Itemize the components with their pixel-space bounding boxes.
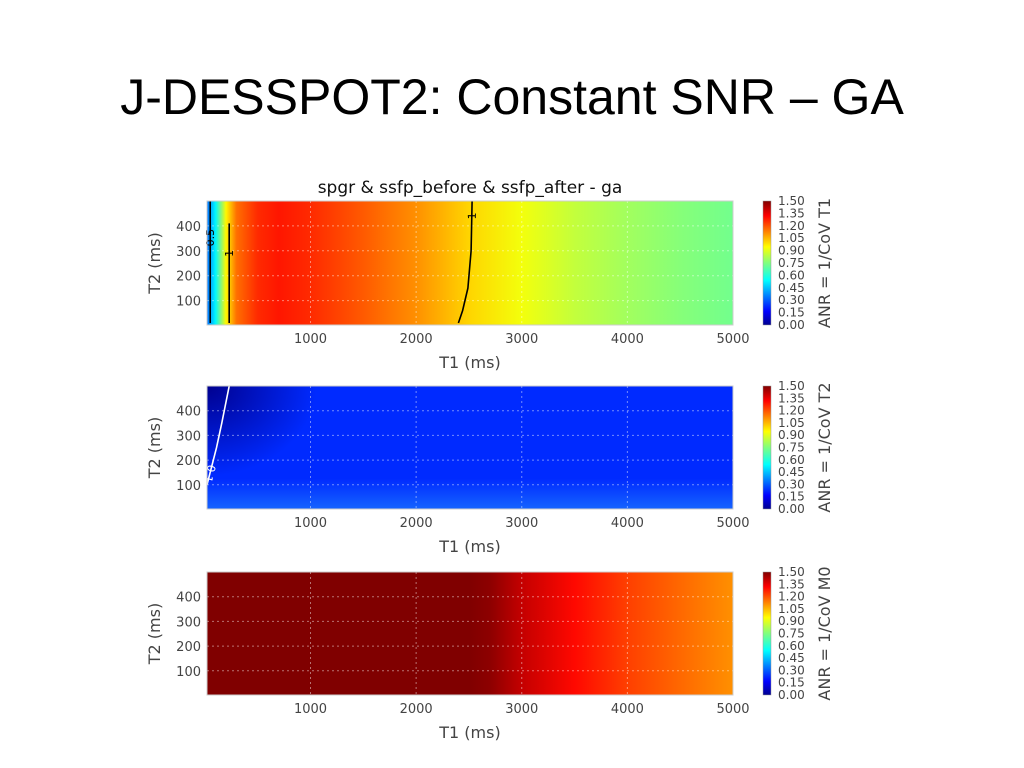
y-tick-label: 300 — [176, 429, 201, 444]
x-tick-label: 4000 — [611, 332, 644, 347]
contour-label: 0.5 — [204, 229, 217, 247]
colorbar-label: ANR = 1/CoV T1 — [815, 198, 834, 328]
y-axis-label: T2 (ms) — [145, 417, 164, 479]
colorbar — [762, 385, 772, 510]
colorbar-tick-label: 1.35 — [778, 577, 805, 591]
heatmap-chart-3: 1000 2000 3000 4000 5000 100 200 300 400 T1 (ms) T… — [145, 565, 834, 742]
y-tick-label: 300 — [176, 615, 201, 630]
x-axis-label: T1 (ms) — [438, 723, 500, 742]
colorbar-tick-label: 0.75 — [778, 256, 805, 270]
colorbar-label: ANR = 1/CoV M0 — [815, 566, 834, 700]
plot-frame — [206, 200, 734, 326]
colorbar-tick-label: 0.75 — [778, 627, 805, 641]
colorbar-label: ANR = 1/CoV T2 — [815, 382, 834, 512]
colorbar-tick-label: 0.15 — [778, 306, 805, 320]
x-tick-label: 3000 — [505, 516, 538, 531]
contour-label: 1 — [466, 212, 479, 219]
colorbar-tick-label: 0.30 — [778, 293, 805, 307]
colorbar-tick-label: 0.60 — [778, 453, 805, 467]
chart-title: spgr & ssfp_before & ssfp_after - ga — [318, 178, 623, 198]
x-tick-label: 1000 — [294, 332, 327, 347]
y-tick-label: 200 — [176, 454, 201, 469]
colorbar-tick-label: 0.15 — [778, 676, 805, 690]
x-tick-label: 4000 — [611, 702, 644, 717]
y-tick-label: 200 — [176, 270, 201, 285]
slide-title: J-DESSPOT2: Constant SNR – GA — [120, 69, 904, 125]
colorbar-tick-label: 0.60 — [778, 268, 805, 282]
contour-line — [206, 385, 230, 485]
colorbar-tick-label: 0.15 — [778, 490, 805, 504]
colorbar-tick-label: 1.35 — [778, 206, 805, 220]
heatmap-field — [207, 572, 733, 695]
x-tick-label: 2000 — [400, 516, 433, 531]
colorbar-tick-label: 0.75 — [778, 441, 805, 455]
x-axis-label: T1 (ms) — [438, 537, 500, 556]
y-tick-label: 200 — [176, 640, 201, 655]
contour-label: 1 — [223, 250, 236, 257]
plot-frame — [206, 385, 734, 510]
colorbar-tick-label: 0.90 — [778, 244, 805, 258]
colorbar-tick-label: 1.50 — [778, 379, 805, 393]
colorbar-tick-label: 0.00 — [778, 318, 805, 332]
colorbar-tick-label: 1.35 — [778, 391, 805, 405]
y-axis-label: T2 (ms) — [145, 232, 164, 294]
heatmap-chart-2: 0.1 1000 2000 3000 4000 5000 100 200 300 400 T1 (m… — [145, 379, 834, 556]
colorbar-tick-label: 1.50 — [778, 565, 805, 579]
colorbar — [762, 571, 772, 696]
y-axis-label: T2 (ms) — [145, 603, 164, 665]
x-tick-label: 5000 — [716, 702, 749, 717]
x-tick-label: 2000 — [400, 332, 433, 347]
x-tick-label: 2000 — [400, 702, 433, 717]
colorbar-tick-label: 0.45 — [778, 281, 805, 295]
colorbar-tick-label: 0.60 — [778, 639, 805, 653]
colorbar-tick-label: 0.90 — [778, 614, 805, 628]
y-tick-label: 300 — [176, 245, 201, 260]
x-tick-label: 1000 — [294, 516, 327, 531]
colorbar-tick-label: 0.90 — [778, 428, 805, 442]
y-tick-label: 100 — [176, 665, 201, 680]
colorbar-tick-label: 1.20 — [778, 404, 805, 418]
colorbar-tick-label: 1.05 — [778, 602, 805, 616]
heatmap-low-t2-band — [207, 386, 733, 509]
contour-label: 0.1 — [201, 463, 218, 483]
x-axis-label: T1 (ms) — [438, 353, 500, 372]
colorbar-tick-label: 0.45 — [778, 465, 805, 479]
colorbar-tick-label: 0.30 — [778, 477, 805, 491]
x-tick-label: 4000 — [611, 516, 644, 531]
y-tick-label: 400 — [176, 591, 201, 606]
heatmap-chart-1: 0.5 1 1 1000 2000 3000 4000 5000 100 200 300 400 T1 … — [145, 178, 834, 372]
x-tick-label: 3000 — [505, 332, 538, 347]
y-tick-label: 400 — [176, 405, 201, 420]
x-tick-label: 3000 — [505, 702, 538, 717]
colorbar-tick-label: 0.45 — [778, 651, 805, 665]
y-tick-label: 400 — [176, 220, 201, 235]
colorbar-tick-label: 0.00 — [778, 502, 805, 516]
x-tick-label: 5000 — [716, 516, 749, 531]
colorbar-tick-label: 1.20 — [778, 590, 805, 604]
y-tick-label: 100 — [176, 295, 201, 310]
plot-frame — [206, 571, 734, 696]
colorbar-tick-label: 0.30 — [778, 663, 805, 677]
y-tick-label: 100 — [176, 479, 201, 494]
colorbar-tick-label: 0.00 — [778, 688, 805, 702]
x-tick-label: 5000 — [716, 332, 749, 347]
colorbar-tick-label: 1.05 — [778, 231, 805, 245]
colorbar-tick-label: 1.20 — [778, 219, 805, 233]
colorbar-tick-label: 1.50 — [778, 194, 805, 208]
colorbar — [762, 200, 772, 326]
contour-line — [457, 200, 473, 324]
x-tick-label: 1000 — [294, 702, 327, 717]
colorbar-tick-label: 1.05 — [778, 416, 805, 430]
